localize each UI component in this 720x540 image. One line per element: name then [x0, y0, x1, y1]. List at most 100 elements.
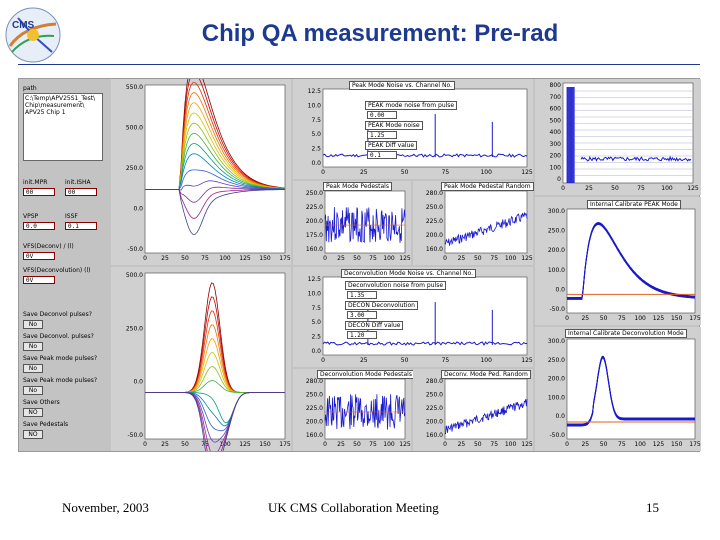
y-tick-label: -50.0 — [549, 432, 565, 439]
toggle-label: Save Deconvol pulses? — [23, 311, 92, 318]
issf-field[interactable]: 0.1 — [65, 222, 97, 230]
x-tick-label: 0 — [143, 441, 147, 448]
field-label: ISSF — [65, 213, 78, 220]
deconv-random-chart: 280.0 250.0 225.0 200.0 160.00 25 50 75 100 125 — [426, 378, 533, 448]
deconv-noise-box-label: DECON Diff value — [345, 321, 404, 330]
init-isha-field[interactable]: 00 — [65, 188, 97, 196]
x-tick-label: 125 — [653, 315, 665, 322]
x-tick-label: 175 — [279, 441, 291, 448]
peak-noise-header: Peak Mode Noise vs. Channel No. — [349, 81, 455, 90]
x-tick-label: 50 — [474, 255, 482, 262]
x-tick-label: 50 — [600, 441, 608, 448]
x-tick-label: 0 — [565, 315, 569, 322]
init-mpr-field[interactable]: 00 — [23, 188, 55, 196]
save-peak-pulses-2-toggle[interactable]: No — [23, 386, 43, 395]
y-tick-label: 400 — [550, 129, 562, 136]
path-line: Chip\measurement\ — [25, 102, 85, 109]
y-tick-label: 160.0 — [306, 246, 323, 253]
y-tick-label: 5.0 — [311, 319, 321, 326]
x-tick-label: 150 — [671, 315, 683, 322]
x-tick-label: 0 — [143, 255, 147, 262]
y-tick-label: 0.0 — [133, 379, 143, 386]
footer-meeting: UK CMS Collaboration Meeting — [268, 500, 439, 515]
field-label: VFS(Deconv) / (l) — [23, 243, 74, 250]
y-tick-label: 160.0 — [306, 432, 323, 439]
x-tick-label: 100 — [505, 255, 517, 262]
x-tick-label: 75 — [490, 255, 498, 262]
toggle-label: Save Deconvol. pulses? — [23, 333, 94, 340]
save-pedestals-toggle[interactable]: NO — [23, 430, 43, 439]
deconv-calibrate-header: Internal Calibrate Deconvolution Mode — [565, 329, 687, 338]
x-tick-label: 100 — [383, 441, 395, 448]
x-tick-label: 25 — [337, 255, 345, 262]
vfs-deconvolution-field[interactable]: 0V — [23, 276, 55, 284]
peak-noise-box-label: PEAK mode noise from pulse — [365, 101, 458, 110]
x-tick-label: 50 — [353, 255, 361, 262]
y-tick-label: 200.0 — [426, 232, 443, 239]
y-tick-label: 10.0 — [308, 290, 322, 297]
deconv-noise-box-value[interactable]: 1.20 — [347, 331, 377, 339]
y-tick-label: 250.0 — [548, 228, 565, 235]
peak-noise-box-value[interactable]: 1.25 — [367, 131, 397, 139]
y-tick-label: 12.5 — [308, 88, 322, 95]
x-tick-label: 25 — [161, 441, 169, 448]
x-tick-label: 50 — [600, 315, 608, 322]
y-tick-label: 0.0 — [311, 160, 321, 167]
peak-pedestal-header: Peak Mode Pedestals — [323, 182, 392, 191]
footer-page-number: 15 — [646, 500, 659, 515]
peak-noise-box-value[interactable]: 0.00 — [367, 111, 397, 119]
x-tick-label: 0 — [321, 357, 325, 364]
save-deconv-pulses-toggle[interactable]: No — [23, 320, 43, 329]
toggle-label: Save Peak mode pulses? — [23, 377, 98, 384]
y-tick-label: 10.0 — [308, 102, 322, 109]
peak-random-chart: 280.0 250.0 225.0 200.0 160.00 25 50 75 100 125 — [426, 190, 533, 262]
pedestal-trace — [324, 394, 406, 430]
x-tick-label: 50 — [611, 185, 619, 192]
y-tick-label: 225.0 — [426, 405, 443, 412]
x-tick-label: 125 — [399, 441, 411, 448]
x-tick-label: 75 — [369, 255, 377, 262]
deconv-noise-header: Deconvolution Mode Noise vs. Channel No. — [341, 269, 476, 278]
x-tick-label: 0 — [321, 169, 325, 176]
peak-random-plot: 280.0 250.0 225.0 200.0 160.0 0 25 50 75 100 125 P… — [413, 181, 534, 265]
x-tick-label: 50 — [401, 169, 409, 176]
save-peak-pulses-toggle[interactable]: No — [23, 364, 43, 373]
peak-noise-box-value[interactable]: 0.1 — [367, 151, 397, 159]
y-tick-label: 7.5 — [311, 117, 321, 124]
x-tick-label: 150 — [671, 441, 683, 448]
x-tick-label: 75 — [490, 441, 498, 448]
y-tick-label: 2.5 — [311, 334, 321, 341]
x-tick-label: 75 — [618, 441, 626, 448]
x-tick-label: 125 — [687, 185, 699, 192]
x-tick-label: 0 — [323, 441, 327, 448]
y-tick-label: 200.0 — [548, 376, 565, 383]
y-tick-label: 225.0 — [306, 204, 323, 211]
peak-noise-box-label: PEAK Diff value — [365, 141, 418, 150]
x-tick-label: 75 — [201, 255, 209, 262]
cms-logo: CMS — [4, 6, 62, 64]
x-tick-label: 100 — [219, 255, 231, 262]
x-tick-label: 25 — [458, 255, 466, 262]
save-deconv-pulses-2-toggle[interactable]: No — [23, 342, 43, 351]
x-tick-label: 125 — [521, 255, 533, 262]
pedestal-trace — [444, 398, 528, 435]
deconv-pulse-plot: 500.0 250.0 0.0 -50.0 0 25 50 75 100 125 150 175 — [111, 267, 291, 451]
deconv-noise-box-value[interactable]: 1.35 — [347, 291, 377, 299]
deconv-noise-plot: 12.5 10.0 7.5 5.0 2.5 0.0 0 25 50 75 100 125 Deconv… — [293, 267, 533, 367]
y-tick-label: 500.0 — [126, 272, 143, 279]
x-tick-label: 50 — [181, 255, 189, 262]
deconv-pedestal-chart: 280.0 250.0 225.0 200.0 160.00 25 50 75 100 125 — [306, 378, 411, 448]
x-tick-label: 0 — [565, 441, 569, 448]
deconv-noise-box-value[interactable]: 3.00 — [347, 311, 377, 319]
field-label: VPSP — [23, 213, 39, 220]
deconv-pedestal-header: Deconvolution Mode Pedestals — [317, 370, 415, 379]
save-others-toggle[interactable]: NO — [23, 408, 43, 417]
y-tick-label: 280.0 — [426, 378, 443, 385]
vfs-deconv-field[interactable]: 0V — [23, 252, 55, 260]
deconv-calibrate-chart: 300.0 250.0 200.0 100.0 0.0 -50.00 25 50 75 100 12… — [548, 338, 701, 448]
y-tick-label: 100 — [550, 164, 562, 171]
y-tick-label: 280.0 — [426, 190, 443, 197]
path-box[interactable]: C:\Temp\APV25S1_Test\ Chip\measurement\ … — [23, 93, 103, 161]
vpsp-field[interactable]: 0.0 — [23, 222, 55, 230]
y-tick-label: 100.0 — [548, 267, 565, 274]
